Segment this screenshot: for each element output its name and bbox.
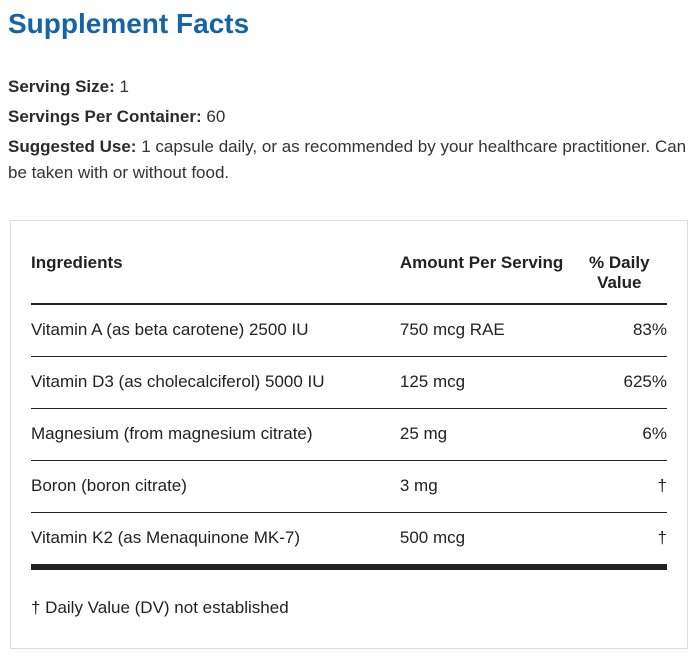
table-row: Boron (boron citrate) 3 mg † [31, 460, 667, 513]
table-row: Vitamin A (as beta carotene) 2500 IU 750… [31, 304, 667, 357]
table-row: Vitamin D3 (as cholecalciferol) 5000 IU … [31, 356, 667, 409]
suggested-use-label: Suggested Use: [8, 137, 137, 156]
amount-per-serving: 500 mcg [399, 512, 572, 570]
ingredients-table: Ingredients Amount Per Serving % Daily V… [31, 253, 667, 570]
ingredient-name: Boron (boron citrate) [31, 460, 400, 513]
supplement-facts-panel: Ingredients Amount Per Serving % Daily V… [10, 220, 688, 649]
daily-value: 6% [571, 408, 667, 461]
serving-size-line: Serving Size: 1 [8, 74, 690, 100]
daily-value: † [571, 460, 667, 513]
ingredient-name: Vitamin D3 (as cholecalciferol) 5000 IU [31, 356, 400, 409]
table-row: Vitamin K2 (as Menaquinone MK-7) 500 mcg… [31, 512, 667, 570]
ingredient-name: Vitamin A (as beta carotene) 2500 IU [31, 304, 400, 357]
amount-per-serving: 125 mcg [399, 356, 572, 409]
header-ingredients: Ingredients [31, 253, 400, 305]
amount-per-serving: 25 mg [399, 408, 572, 461]
page-title: Supplement Facts [8, 8, 250, 39]
daily-value: † [571, 512, 667, 570]
ingredient-name: Magnesium (from magnesium citrate) [31, 408, 400, 461]
table-row: Magnesium (from magnesium citrate) 25 mg… [31, 408, 667, 461]
table-header-row: Ingredients Amount Per Serving % Daily V… [31, 253, 667, 305]
amount-per-serving: 750 mcg RAE [399, 304, 572, 357]
servings-per-container-value: 60 [206, 107, 226, 126]
suggested-use-value: 1 capsule daily, or as recommended by yo… [8, 137, 687, 182]
suggested-use-line: Suggested Use: 1 capsule daily, or as re… [8, 134, 690, 186]
serving-size-label: Serving Size: [8, 77, 115, 96]
servings-per-container-line: Servings Per Container: 60 [8, 104, 690, 130]
serving-size-value: 1 [119, 77, 129, 96]
ingredient-name: Vitamin K2 (as Menaquinone MK-7) [31, 512, 400, 570]
daily-value: 625% [571, 356, 667, 409]
daily-value-footnote: † Daily Value (DV) not established [31, 598, 289, 617]
header-daily-value: % Daily Value [571, 253, 667, 305]
amount-per-serving: 3 mg [399, 460, 572, 513]
daily-value: 83% [571, 304, 667, 357]
servings-per-container-label: Servings Per Container: [8, 107, 202, 126]
header-amount-per-serving: Amount Per Serving [399, 253, 572, 305]
meta-section: Serving Size: 1 Servings Per Container: … [8, 74, 690, 186]
